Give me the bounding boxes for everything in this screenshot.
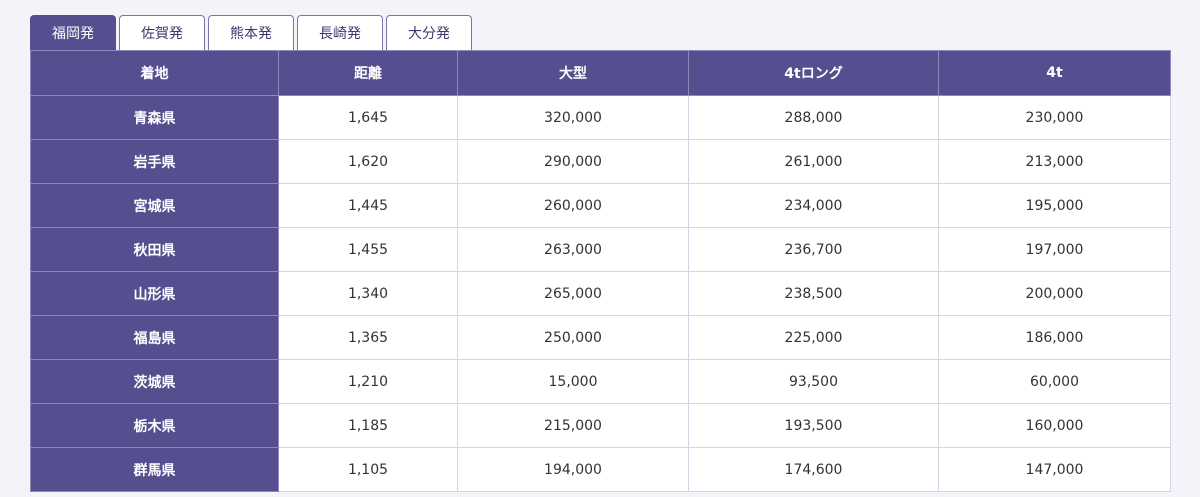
destination-cell: 秋田県 — [30, 227, 279, 272]
column-header-large: 大型 — [457, 50, 689, 96]
4t-price-cell: 147,000 — [938, 447, 1171, 492]
column-header-distance: 距離 — [278, 50, 458, 96]
4t-price-cell: 200,000 — [938, 271, 1171, 316]
tab-saga[interactable]: 佐賀発 — [119, 15, 205, 50]
4t-long-price-cell: 236,700 — [688, 227, 939, 272]
distance-cell: 1,365 — [278, 315, 458, 360]
distance-cell: 1,105 — [278, 447, 458, 492]
4t-price-cell: 195,000 — [938, 183, 1171, 228]
column-header-4t: 4t — [938, 50, 1171, 96]
table-header-row: 着地 距離 大型 4tロング 4t — [30, 50, 1171, 96]
large-price-cell: 290,000 — [457, 139, 689, 184]
large-price-cell: 215,000 — [457, 403, 689, 448]
4t-price-cell: 230,000 — [938, 95, 1171, 140]
distance-cell: 1,210 — [278, 359, 458, 404]
column-header-destination: 着地 — [30, 50, 279, 96]
table-row: 栃木県 1,185 215,000 193,500 160,000 — [30, 403, 1171, 448]
table-row: 青森県 1,645 320,000 288,000 230,000 — [30, 95, 1171, 140]
distance-cell: 1,455 — [278, 227, 458, 272]
4t-long-price-cell: 193,500 — [688, 403, 939, 448]
large-price-cell: 15,000 — [457, 359, 689, 404]
table-row: 秋田県 1,455 263,000 236,700 197,000 — [30, 227, 1171, 272]
large-price-cell: 250,000 — [457, 315, 689, 360]
freight-rate-table: 着地 距離 大型 4tロング 4t 青森県 1,645 320,000 288,000… — [30, 50, 1171, 492]
destination-cell: 宮城県 — [30, 183, 279, 228]
freight-rate-table-container: 着地 距離 大型 4tロング 4t 青森県 1,645 320,000 288,000… — [30, 50, 1171, 492]
destination-cell: 青森県 — [30, 95, 279, 140]
tab-kumamoto[interactable]: 熊本発 — [208, 15, 294, 50]
4t-long-price-cell: 174,600 — [688, 447, 939, 492]
destination-cell: 茨城県 — [30, 359, 279, 404]
column-header-4t-long: 4tロング — [688, 50, 939, 96]
table-body: 青森県 1,645 320,000 288,000 230,000 岩手県 1,620 290… — [30, 95, 1171, 492]
table-row: 山形県 1,340 265,000 238,500 200,000 — [30, 271, 1171, 316]
destination-cell: 群馬県 — [30, 447, 279, 492]
tab-fukuoka[interactable]: 福岡発 — [30, 15, 116, 50]
destination-cell: 栃木県 — [30, 403, 279, 448]
tab-oita[interactable]: 大分発 — [386, 15, 472, 50]
origin-tabs: 福岡発 佐賀発 熊本発 長崎発 大分発 — [30, 15, 472, 50]
4t-long-price-cell: 261,000 — [688, 139, 939, 184]
table-row: 宮城県 1,445 260,000 234,000 195,000 — [30, 183, 1171, 228]
4t-long-price-cell: 225,000 — [688, 315, 939, 360]
destination-cell: 福島県 — [30, 315, 279, 360]
destination-cell: 岩手県 — [30, 139, 279, 184]
4t-long-price-cell: 234,000 — [688, 183, 939, 228]
4t-price-cell: 60,000 — [938, 359, 1171, 404]
table-row: 福島県 1,365 250,000 225,000 186,000 — [30, 315, 1171, 360]
4t-long-price-cell: 288,000 — [688, 95, 939, 140]
large-price-cell: 265,000 — [457, 271, 689, 316]
4t-price-cell: 186,000 — [938, 315, 1171, 360]
large-price-cell: 260,000 — [457, 183, 689, 228]
distance-cell: 1,620 — [278, 139, 458, 184]
large-price-cell: 263,000 — [457, 227, 689, 272]
table-row: 群馬県 1,105 194,000 174,600 147,000 — [30, 447, 1171, 492]
4t-price-cell: 197,000 — [938, 227, 1171, 272]
tab-nagasaki[interactable]: 長崎発 — [297, 15, 383, 50]
4t-long-price-cell: 238,500 — [688, 271, 939, 316]
table-row: 岩手県 1,620 290,000 261,000 213,000 — [30, 139, 1171, 184]
4t-price-cell: 213,000 — [938, 139, 1171, 184]
distance-cell: 1,185 — [278, 403, 458, 448]
large-price-cell: 194,000 — [457, 447, 689, 492]
distance-cell: 1,340 — [278, 271, 458, 316]
distance-cell: 1,645 — [278, 95, 458, 140]
destination-cell: 山形県 — [30, 271, 279, 316]
large-price-cell: 320,000 — [457, 95, 689, 140]
distance-cell: 1,445 — [278, 183, 458, 228]
4t-long-price-cell: 93,500 — [688, 359, 939, 404]
4t-price-cell: 160,000 — [938, 403, 1171, 448]
table-row: 茨城県 1,210 15,000 93,500 60,000 — [30, 359, 1171, 404]
